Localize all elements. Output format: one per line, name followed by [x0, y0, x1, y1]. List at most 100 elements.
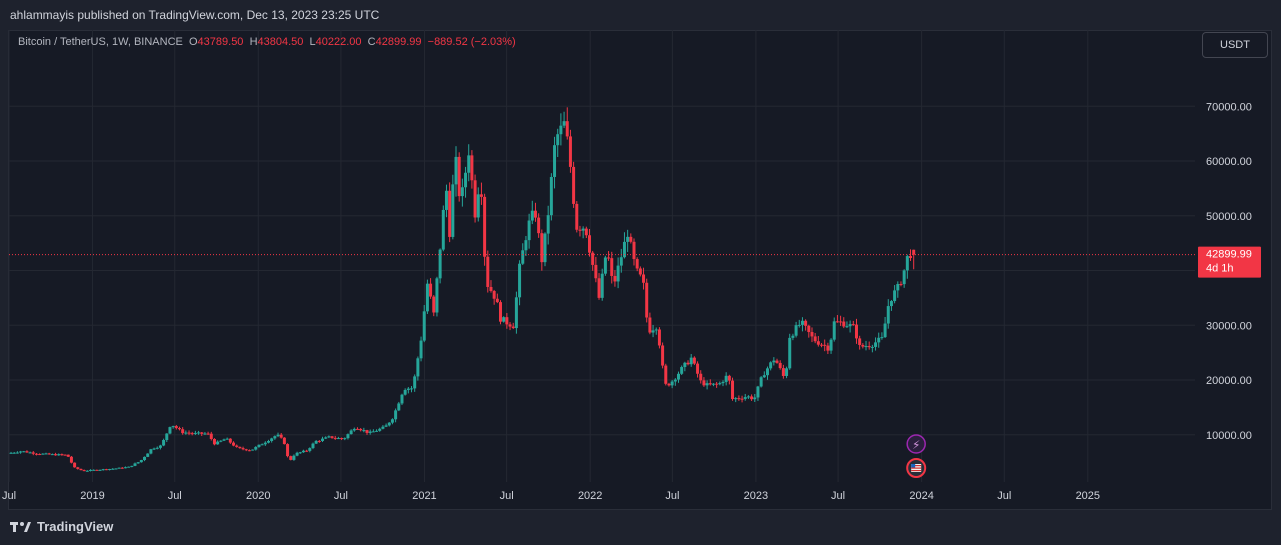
currency-button[interactable]: USDT [1202, 32, 1268, 58]
candle-body [171, 426, 175, 428]
candle-body [101, 469, 105, 471]
candle-body [63, 454, 67, 456]
candle-body [578, 229, 582, 231]
candle-body [429, 283, 433, 297]
candle-body [823, 344, 827, 346]
candle-body [349, 430, 353, 435]
candle-body [746, 396, 750, 398]
y-tick-label: 70000.00 [1206, 101, 1252, 113]
candle-body [292, 455, 296, 460]
candle-body [845, 326, 849, 328]
candle-body [572, 166, 576, 204]
candle-body [260, 444, 264, 446]
candle-body [562, 121, 566, 126]
candle-body [263, 442, 267, 445]
candle-body [193, 432, 197, 434]
candle-body [877, 337, 881, 343]
candle-body [734, 398, 738, 400]
candle-body [588, 235, 591, 253]
candle-body [235, 445, 239, 447]
candle-body [31, 452, 35, 454]
candle-body [355, 428, 359, 430]
candle-body [740, 398, 744, 400]
candle-body [584, 228, 588, 236]
x-tick-label: Jul [168, 490, 182, 502]
candle-body [394, 410, 398, 420]
candle-body [613, 275, 617, 282]
candle-body [197, 432, 201, 434]
candle-body [807, 325, 811, 333]
candle-body [861, 344, 865, 347]
candle-body [54, 454, 58, 456]
candle-body [247, 450, 251, 452]
low-label: L [309, 36, 316, 48]
candle-body [44, 453, 48, 455]
candle-body [670, 381, 674, 386]
candle-body [664, 365, 668, 384]
candle-body [314, 440, 318, 444]
candle-body [702, 380, 706, 386]
candle-body [848, 324, 852, 327]
close-value: 42899.99 [375, 36, 422, 48]
candle-body [289, 456, 293, 460]
candle-body [89, 469, 93, 471]
candle-body [174, 426, 178, 429]
candle-body [565, 121, 569, 137]
candle-body [546, 215, 550, 234]
candle-body [724, 375, 728, 382]
candle-body [120, 467, 124, 469]
candle-body [610, 258, 614, 276]
candle-body [622, 241, 626, 258]
x-tick-label: 2021 [412, 490, 436, 502]
candle-body [212, 438, 216, 445]
candle-body [886, 306, 890, 324]
y-tick-label: 10000.00 [1206, 430, 1252, 442]
candle-body [419, 340, 423, 359]
footer-brand[interactable]: TradingView [10, 519, 113, 534]
candle-body [699, 373, 703, 381]
candle-body [527, 220, 531, 241]
symbol-label: Bitcoin / TetherUS, 1W, BINANCE [18, 36, 183, 48]
candle-body [270, 438, 274, 442]
candle-body [721, 381, 725, 384]
candle-body [533, 210, 537, 218]
candle-body [813, 336, 817, 342]
y-tick-label: 50000.00 [1206, 211, 1252, 223]
brand-label: TradingView [37, 519, 114, 534]
candle-body [575, 203, 579, 230]
candle-body [778, 362, 782, 369]
candle-body [727, 375, 731, 381]
candle-body [336, 438, 340, 440]
candle-body [9, 452, 13, 454]
candle-body [50, 454, 54, 456]
candle-body [705, 383, 709, 386]
candle-body [594, 264, 598, 279]
candle-body [438, 249, 442, 279]
candle-body [457, 156, 461, 197]
candle-body [454, 156, 458, 185]
x-tick-label: 2024 [909, 490, 933, 502]
candle-body [600, 273, 604, 298]
candle-body [683, 362, 687, 368]
candle-body [753, 397, 757, 400]
x-tick-label: 2019 [80, 490, 104, 502]
lightning-glyph-icon: ⚡ [912, 438, 920, 452]
candle-body [82, 470, 86, 472]
candle-body [514, 297, 518, 329]
candle-body [311, 443, 315, 449]
open-value: 43789.50 [197, 36, 244, 48]
candle-body [616, 265, 620, 282]
candle-body [47, 453, 51, 455]
candle-body [549, 176, 553, 216]
candle-body [187, 432, 191, 434]
candle-body [495, 298, 499, 303]
candle-body [508, 324, 512, 327]
candle-body [765, 368, 769, 376]
candle-body [689, 357, 693, 365]
candle-body [816, 341, 820, 345]
candle-body [57, 454, 61, 456]
candle-body [902, 270, 906, 285]
x-tick-label: Jul [500, 490, 514, 502]
candle-body [603, 257, 607, 274]
